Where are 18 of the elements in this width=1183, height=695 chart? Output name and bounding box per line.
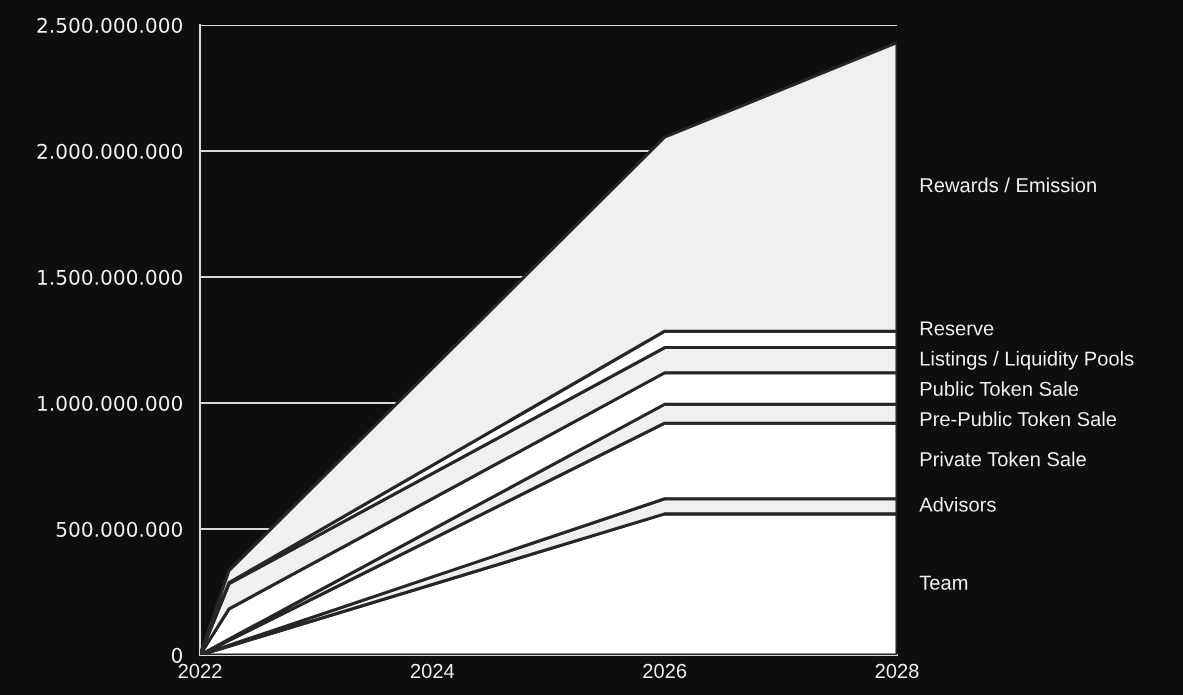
x-tick-label: 2022 [178, 663, 222, 679]
series-label: Listings / Liquidity Pools [920, 350, 1134, 370]
y-tick-label: 2.500.000.000 [37, 17, 182, 33]
y-tick-label: 2.000.000.000 [37, 143, 182, 159]
x-tick-label: 2026 [643, 663, 687, 679]
series-label: Private Token Sale [920, 451, 1086, 467]
series-label: Advisors [919, 496, 996, 512]
series-label: Reserve [920, 321, 994, 336]
x-tick-label: 2028 [875, 663, 919, 679]
series-label: Rewards / Emission [920, 177, 1096, 193]
y-tick-label: 500.000.000 [56, 521, 182, 537]
series-label: Pre-Public Token Sale [920, 411, 1117, 427]
x-tick-label: 2024 [410, 663, 455, 679]
series-label: Public Token Sale [920, 381, 1079, 396]
y-tick-label: 1.000.000.000 [38, 395, 182, 411]
y-tick-label: 0 [171, 647, 182, 663]
series-label: Team [919, 575, 968, 590]
y-tick-label: 1.500.000.000 [38, 269, 182, 285]
